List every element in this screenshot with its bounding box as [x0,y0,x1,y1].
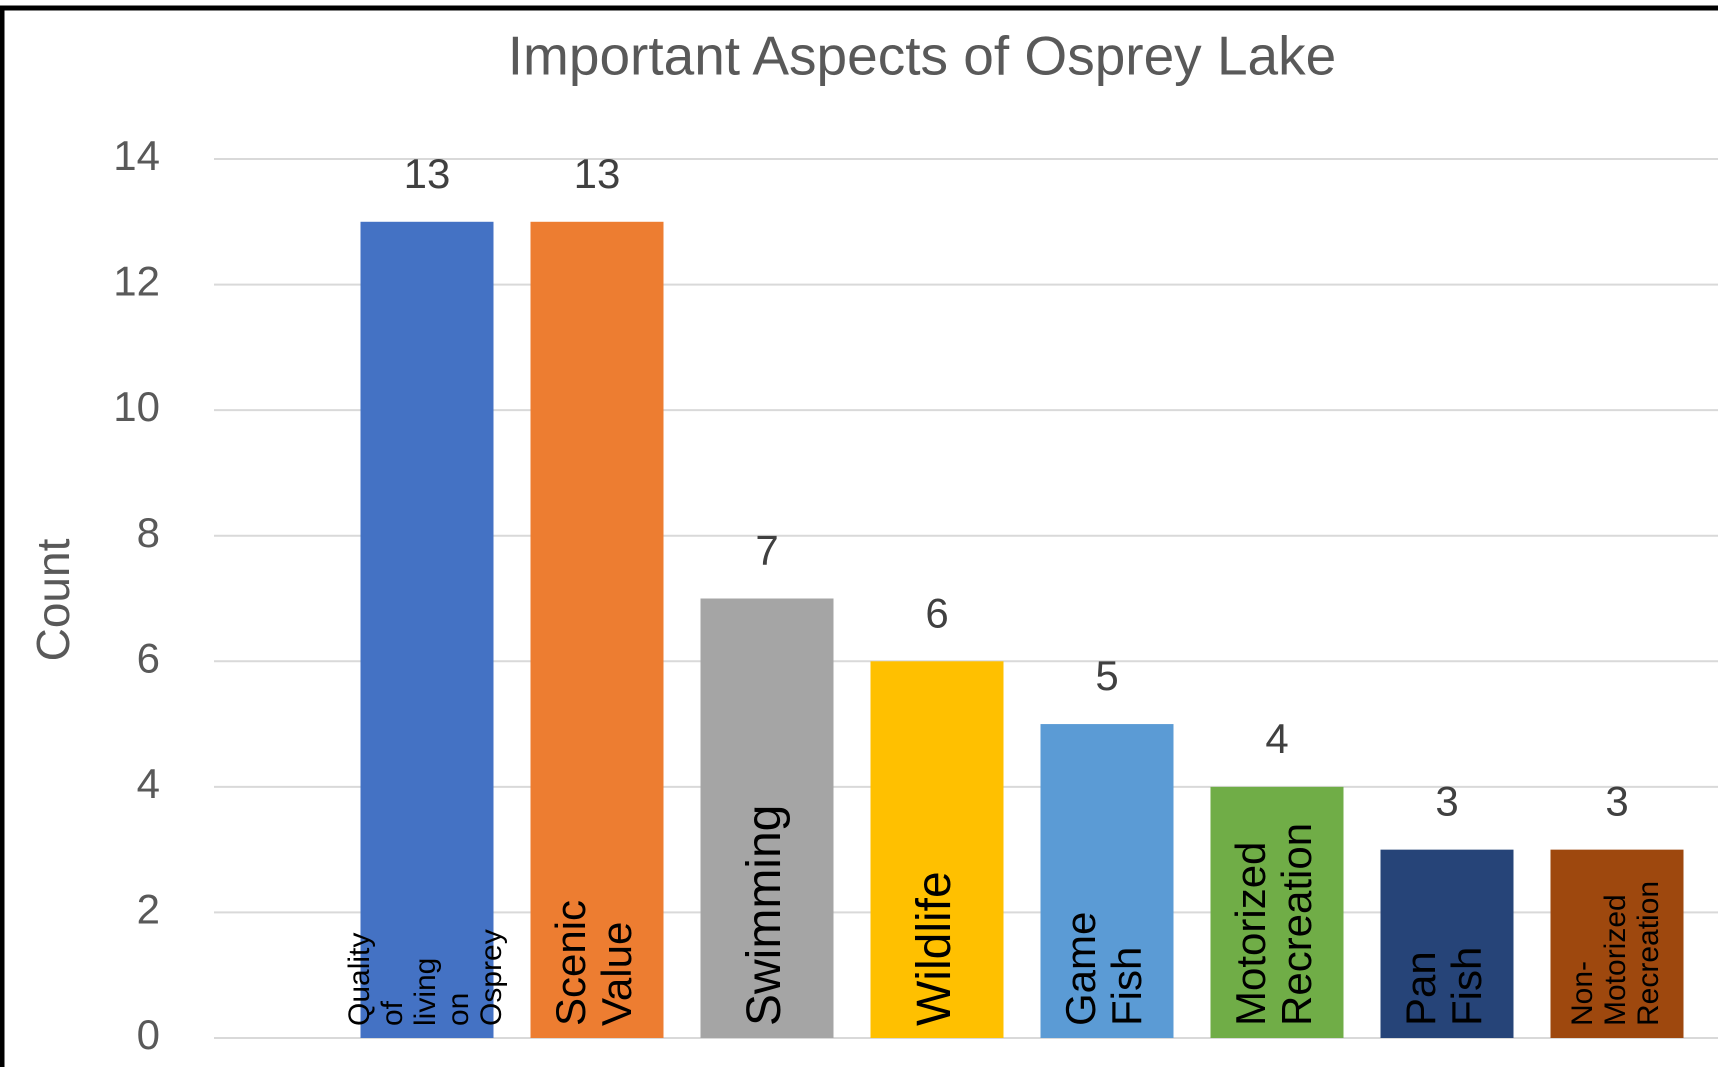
bar [870,661,1004,1038]
bar [1380,849,1514,1038]
y-tick-label: 14 [113,132,160,179]
category-label: Non-MotorizedRecreation [1566,881,1665,1026]
data-label: 4 [1265,715,1288,762]
bar [1040,724,1174,1038]
bar [1550,849,1684,1038]
y-tick-label: 10 [113,383,160,430]
category-label: ScenicValue [547,900,640,1026]
category-label: Wildlife [908,871,961,1026]
bar [1210,786,1344,1038]
data-label: 6 [925,589,948,636]
chart-title: Important Aspects of Osprey Lake [508,25,1336,87]
category-label: GameFish [1057,912,1150,1026]
y-tick-label: 12 [113,258,160,305]
bar [360,221,494,1039]
data-label: 3 [1605,778,1628,825]
y-axis-label: Count [27,538,79,661]
y-tick-label: 4 [137,760,160,807]
y-tick-label: 0 [137,1011,160,1058]
bar [530,221,664,1039]
y-tick-label: 8 [137,509,160,556]
category-label: PanFish [1397,947,1490,1026]
data-label: 3 [1435,778,1458,825]
bar [700,598,834,1038]
data-label: 7 [755,527,778,574]
data-label: 13 [574,150,621,197]
y-tick-label: 6 [137,634,160,681]
data-label: 13 [404,150,451,197]
category-label: Swimming [738,805,791,1026]
category-label: MotorizedRecreation [1227,823,1320,1026]
category-label: QualityoflivingonOsprey [343,929,508,1026]
y-tick-label: 2 [137,886,160,933]
data-label: 5 [1095,652,1118,699]
